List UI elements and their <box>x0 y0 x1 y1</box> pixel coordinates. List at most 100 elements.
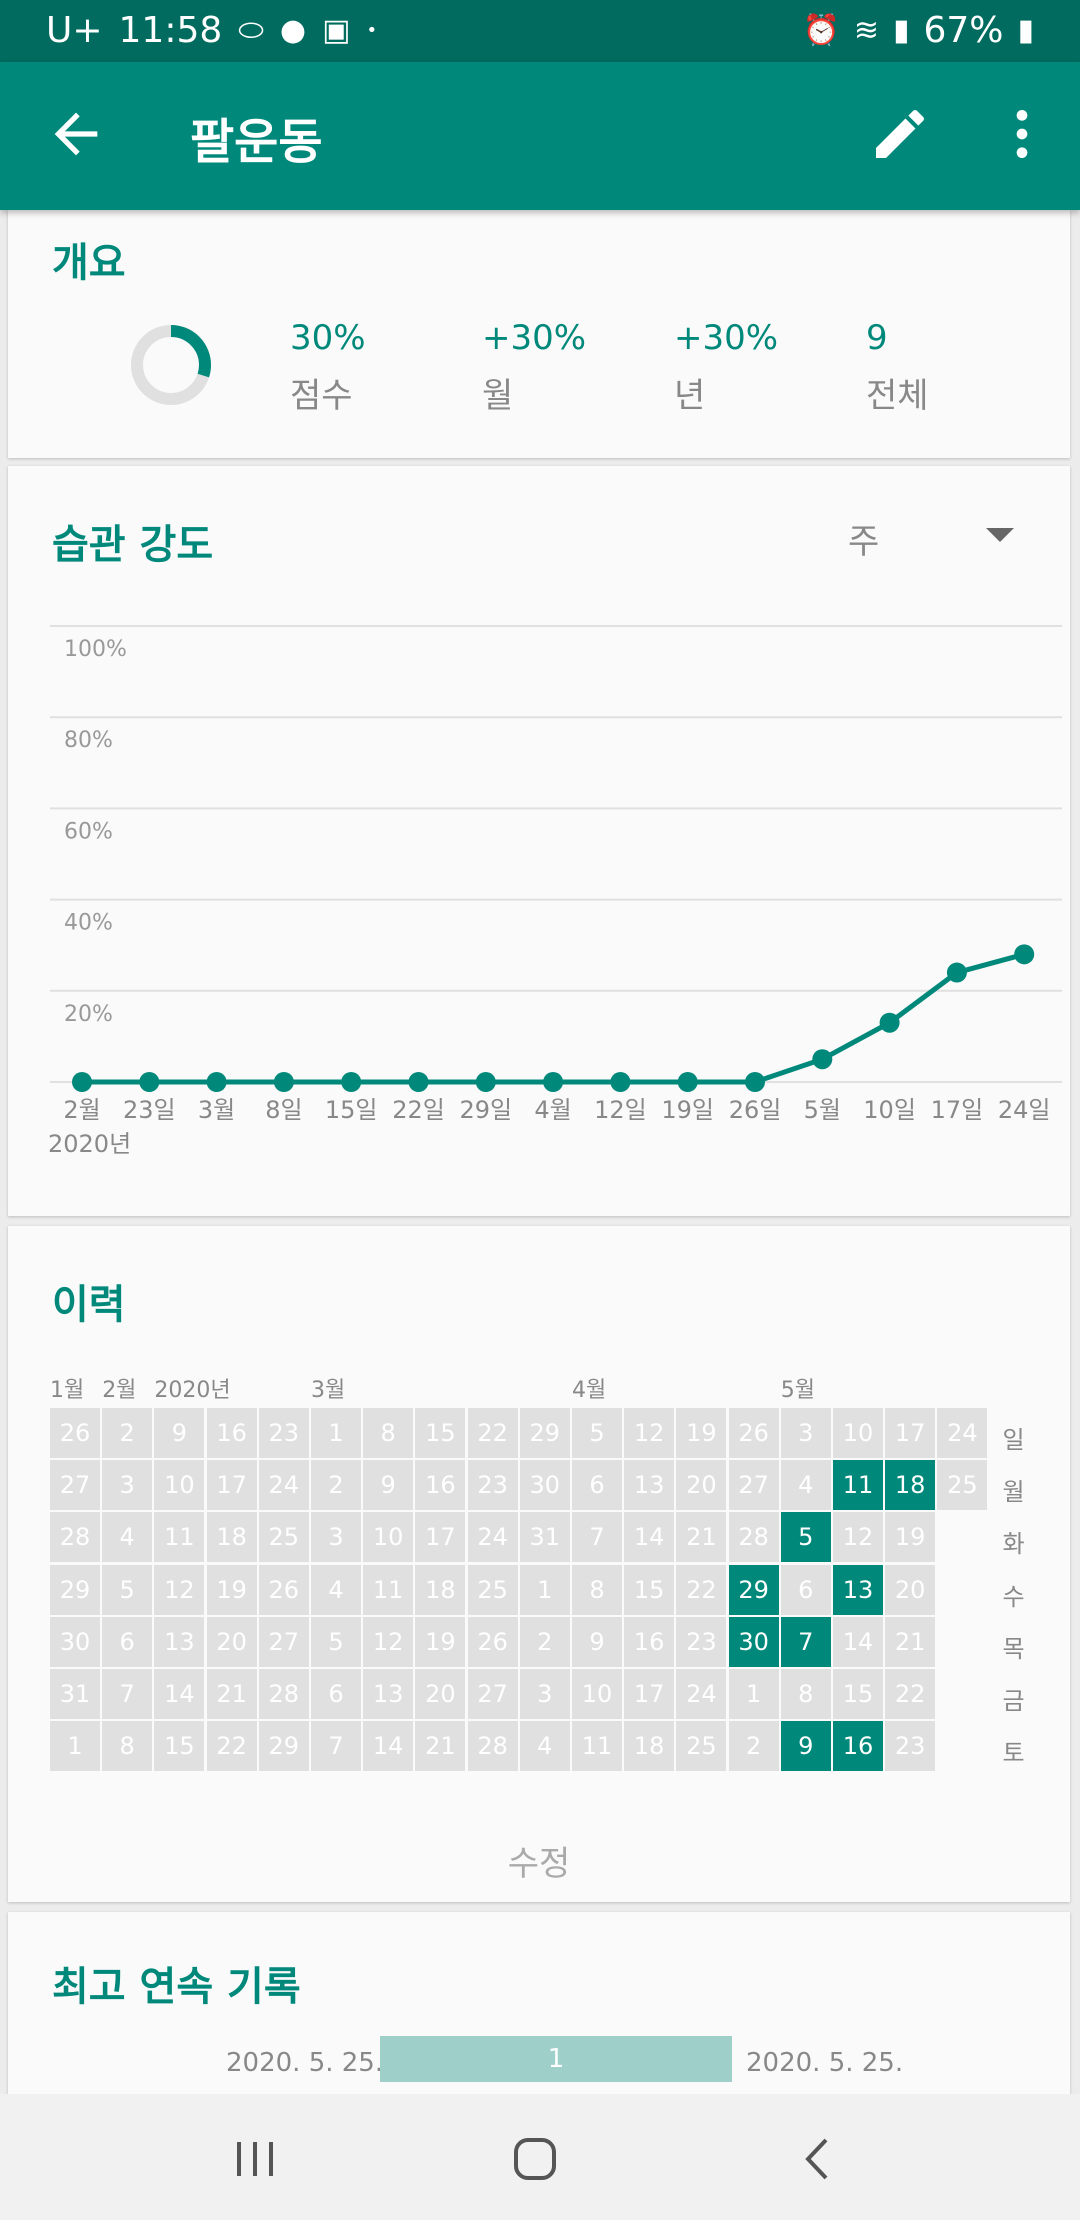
history-day-cell[interactable]: 29 <box>258 1721 309 1772</box>
history-day-cell[interactable]: 6 <box>572 1460 622 1511</box>
history-day-cell[interactable]: 15 <box>624 1564 675 1615</box>
history-day-cell[interactable]: 5 <box>311 1616 361 1667</box>
history-day-cell[interactable]: 9 <box>154 1408 205 1458</box>
history-day-cell[interactable]: 21 <box>206 1669 257 1719</box>
history-day-cell[interactable]: 13 <box>833 1564 883 1615</box>
history-day-cell[interactable]: 12 <box>833 1512 883 1563</box>
history-day-cell[interactable]: 30 <box>519 1460 570 1511</box>
history-day-cell[interactable]: 9 <box>572 1616 622 1667</box>
history-day-cell[interactable]: 21 <box>415 1721 466 1772</box>
history-day-cell[interactable]: 27 <box>258 1616 309 1667</box>
history-day-cell[interactable]: 10 <box>833 1408 883 1458</box>
history-day-cell[interactable]: 24 <box>937 1408 988 1458</box>
history-day-cell[interactable]: 7 <box>102 1669 153 1719</box>
history-day-cell[interactable]: 2 <box>519 1616 570 1667</box>
history-day-cell[interactable]: 8 <box>572 1564 622 1615</box>
history-day-cell[interactable]: 22 <box>676 1564 727 1615</box>
history-day-cell[interactable]: 18 <box>624 1721 675 1772</box>
history-day-cell[interactable]: 12 <box>624 1408 675 1458</box>
history-day-cell[interactable]: 25 <box>258 1512 309 1563</box>
history-day-cell[interactable]: 27 <box>50 1460 100 1511</box>
history-day-cell[interactable]: 20 <box>676 1460 727 1511</box>
history-day-cell[interactable]: 20 <box>206 1616 257 1667</box>
history-day-cell[interactable]: 4 <box>519 1721 570 1772</box>
history-day-cell[interactable]: 8 <box>102 1721 153 1772</box>
history-day-cell[interactable]: 10 <box>572 1669 622 1719</box>
history-day-cell[interactable]: 26 <box>467 1616 518 1667</box>
history-day-cell[interactable]: 3 <box>780 1408 831 1458</box>
history-day-cell[interactable]: 17 <box>415 1512 466 1563</box>
history-day-cell[interactable]: 25 <box>937 1460 988 1511</box>
history-day-cell[interactable]: 25 <box>676 1721 727 1772</box>
back-nav-icon[interactable] <box>782 2124 852 2194</box>
history-day-cell[interactable]: 5 <box>780 1512 831 1563</box>
history-day-cell[interactable]: 15 <box>415 1408 466 1458</box>
history-day-cell[interactable]: 4 <box>311 1564 361 1615</box>
history-day-cell[interactable]: 24 <box>258 1460 309 1511</box>
history-day-cell[interactable]: 10 <box>154 1460 205 1511</box>
history-day-cell[interactable]: 24 <box>676 1669 727 1719</box>
history-day-cell[interactable]: 6 <box>311 1669 361 1719</box>
edit-history-button[interactable]: 수정 <box>507 1844 571 1884</box>
history-day-cell[interactable]: 23 <box>676 1616 727 1667</box>
history-day-cell[interactable]: 29 <box>519 1408 570 1458</box>
history-day-cell[interactable]: 22 <box>467 1408 518 1458</box>
history-day-cell[interactable]: 21 <box>885 1616 936 1667</box>
history-day-cell[interactable]: 7 <box>311 1721 361 1772</box>
history-day-cell[interactable]: 26 <box>50 1408 100 1458</box>
history-day-cell[interactable]: 14 <box>363 1721 414 1772</box>
history-day-cell[interactable]: 28 <box>50 1512 100 1563</box>
history-day-cell[interactable]: 17 <box>206 1460 257 1511</box>
history-day-cell[interactable]: 31 <box>50 1669 100 1719</box>
history-day-cell[interactable]: 3 <box>102 1460 153 1511</box>
recent-apps-icon[interactable] <box>220 2124 290 2194</box>
history-day-cell[interactable]: 12 <box>363 1616 414 1667</box>
history-day-cell[interactable]: 11 <box>154 1512 205 1563</box>
history-day-cell[interactable]: 2 <box>102 1408 153 1458</box>
history-day-cell[interactable]: 11 <box>363 1564 414 1615</box>
history-day-cell[interactable]: 29 <box>728 1564 779 1615</box>
history-day-cell[interactable]: 5 <box>572 1408 622 1458</box>
period-dropdown[interactable]: 주 <box>848 514 1014 563</box>
history-day-cell[interactable]: 14 <box>833 1616 883 1667</box>
history-day-cell[interactable]: 16 <box>833 1721 883 1772</box>
history-day-cell[interactable]: 19 <box>415 1616 466 1667</box>
history-day-cell[interactable]: 19 <box>885 1512 936 1563</box>
history-day-cell[interactable]: 10 <box>363 1512 414 1563</box>
edit-pencil-icon[interactable] <box>868 102 932 166</box>
history-day-cell[interactable]: 27 <box>467 1669 518 1719</box>
history-day-cell[interactable]: 27 <box>728 1460 779 1511</box>
history-day-cell[interactable]: 30 <box>50 1616 100 1667</box>
history-day-cell[interactable]: 3 <box>311 1512 361 1563</box>
history-day-cell[interactable]: 17 <box>885 1408 936 1458</box>
history-day-cell[interactable]: 13 <box>363 1669 414 1719</box>
history-day-cell[interactable]: 30 <box>728 1616 779 1667</box>
history-day-cell[interactable]: 22 <box>206 1721 257 1772</box>
home-icon[interactable] <box>500 2124 570 2194</box>
history-day-cell[interactable]: 20 <box>885 1564 936 1615</box>
history-day-cell[interactable]: 6 <box>102 1616 153 1667</box>
history-day-cell[interactable]: 12 <box>154 1564 205 1615</box>
history-day-cell[interactable]: 23 <box>258 1408 309 1458</box>
history-day-cell[interactable]: 18 <box>415 1564 466 1615</box>
history-day-cell[interactable]: 5 <box>102 1564 153 1615</box>
history-day-cell[interactable]: 24 <box>467 1512 518 1563</box>
history-day-cell[interactable]: 25 <box>467 1564 518 1615</box>
history-day-cell[interactable]: 7 <box>780 1616 831 1667</box>
history-day-cell[interactable]: 28 <box>258 1669 309 1719</box>
history-day-cell[interactable]: 20 <box>415 1669 466 1719</box>
history-day-cell[interactable]: 23 <box>885 1721 936 1772</box>
history-day-cell[interactable]: 7 <box>572 1512 622 1563</box>
history-day-cell[interactable]: 13 <box>624 1460 675 1511</box>
history-day-cell[interactable]: 29 <box>50 1564 100 1615</box>
history-day-cell[interactable]: 4 <box>102 1512 153 1563</box>
history-day-cell[interactable]: 13 <box>154 1616 205 1667</box>
history-day-cell[interactable]: 18 <box>206 1512 257 1563</box>
history-day-cell[interactable]: 3 <box>519 1669 570 1719</box>
history-day-cell[interactable]: 16 <box>415 1460 466 1511</box>
history-day-cell[interactable]: 11 <box>833 1460 883 1511</box>
history-day-cell[interactable]: 19 <box>676 1408 727 1458</box>
history-day-cell[interactable]: 26 <box>728 1408 779 1458</box>
history-day-cell[interactable]: 6 <box>780 1564 831 1615</box>
history-day-cell[interactable]: 8 <box>363 1408 414 1458</box>
